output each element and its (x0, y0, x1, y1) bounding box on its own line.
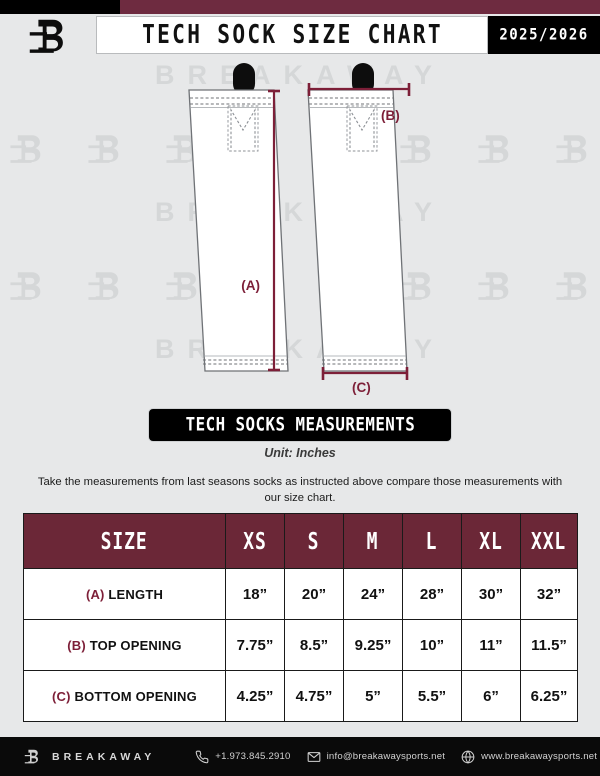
col-label: L (426, 527, 438, 555)
measure-label-a: (A) (241, 278, 260, 293)
table-cell: 32” (520, 568, 578, 620)
table-cell: 6.25” (520, 670, 578, 722)
table-row: (A) LENGTH 18” 20” 24” 28” 30” 32” (23, 568, 578, 620)
row-tag: (B) (67, 637, 86, 653)
envelope-icon (307, 750, 321, 764)
table-header-cell: XL (461, 513, 521, 569)
measure-label-c: (C) (352, 380, 371, 395)
col-label: SIZE (101, 527, 148, 555)
breakaway-b-monogram-icon (24, 749, 38, 763)
table-cell: 10” (402, 619, 462, 671)
footer-phone-text: +1.973.845.2910 (215, 751, 291, 762)
page-title: TECH SOCK SIZE CHART (96, 16, 488, 54)
table-cell: 28” (402, 568, 462, 620)
globe-icon (461, 750, 475, 764)
col-label: XXL (531, 527, 567, 555)
row-label: BOTTOM OPENING (70, 688, 197, 704)
table-cell: 4.25” (225, 670, 285, 722)
instruction-text: Take the measurements from last seasons … (37, 475, 563, 504)
footer-contact-list: +1.973.845.2910 info@breakawaysports.net (195, 750, 597, 764)
top-color-strip (0, 0, 600, 14)
row-tag: (A) (85, 586, 105, 602)
page-title-text: TECH SOCK SIZE CHART (141, 20, 443, 50)
unit-label: Unit: Inches (264, 446, 336, 460)
table-row: (B) TOP OPENING 7.75” 8.5” 9.25” 10” 11”… (23, 619, 578, 671)
footer-email[interactable]: info@breakawaysports.net (307, 750, 446, 764)
table-row: (C) BOTTOM OPENING 4.25” 4.75” 5” 5.5” 6… (23, 670, 578, 722)
table-header-cell: M (343, 513, 403, 569)
row-label: TOP OPENING (85, 637, 182, 653)
table-cell: 30” (461, 568, 521, 620)
breakaway-b-monogram-icon (29, 19, 63, 53)
phone-icon (195, 750, 209, 764)
footer-logo (22, 746, 42, 768)
row-tag: (C) (52, 688, 71, 704)
col-label: S (308, 527, 320, 555)
table-cell: 6” (461, 670, 521, 722)
page-footer: BREAKAWAY +1.973.845.2910 info@breaka (0, 737, 600, 776)
table-header-cell: L (402, 513, 462, 569)
row-label: LENGTH (104, 586, 164, 602)
table-header-cell: XXL (520, 513, 578, 569)
table-header-row: SIZE XS S M L XL XXL (23, 513, 578, 569)
footer-phone[interactable]: +1.973.845.2910 (195, 750, 290, 764)
col-label: XL (479, 527, 503, 555)
row-label-cell: (A) LENGTH (23, 568, 226, 620)
header-logo (0, 14, 96, 60)
row-label-cell: (B) TOP OPENING (23, 619, 226, 671)
measure-line-b: (B) (307, 83, 411, 123)
instruction-strip: Take the measurements from last seasons … (0, 470, 600, 510)
measure-label-b: (B) (381, 108, 400, 123)
table-header-cell: SIZE (23, 513, 226, 569)
col-label: M (367, 527, 379, 555)
top-strip-black (0, 0, 120, 14)
footer-brand: BREAKAWAY (52, 750, 156, 763)
footer-website[interactable]: www.breakawaysports.net (461, 750, 597, 764)
table-cell: 4.75” (284, 670, 344, 722)
table-header-cell: XS (225, 513, 285, 569)
size-chart-table: SIZE XS S M L XL XXL (A) LENGTH 18” 20” … (23, 513, 578, 722)
season-badge-text: 2025/2026 (499, 25, 589, 45)
table-cell: 5” (343, 670, 403, 722)
measurements-banner: TECH SOCKS MEASUREMENTS (148, 408, 452, 442)
measurements-banner-text: TECH SOCKS MEASUREMENTS (185, 414, 415, 436)
table-cell: 24” (343, 568, 403, 620)
table-cell: 9.25” (343, 619, 403, 671)
measure-line-c: (C) (321, 367, 409, 395)
season-badge: 2025/2026 (488, 16, 600, 54)
footer-email-text: info@breakawaysports.net (326, 751, 446, 762)
table-cell: 8.5” (284, 619, 344, 671)
table-cell: 18” (225, 568, 285, 620)
table-cell: 20” (284, 568, 344, 620)
table-cell: 11.5” (520, 619, 578, 671)
col-label: XS (243, 527, 267, 555)
size-chart-table-wrap: SIZE XS S M L XL XXL (A) LENGTH 18” 20” … (23, 513, 578, 722)
table-cell: 11” (461, 619, 521, 671)
table-cell: 7.75” (225, 619, 285, 671)
table-header-cell: S (284, 513, 344, 569)
page-header: TECH SOCK SIZE CHART 2025/2026 (0, 14, 600, 60)
table-cell: 5.5” (402, 670, 462, 722)
sock-diagram: (A) (B) (0, 58, 600, 403)
row-label-cell: (C) BOTTOM OPENING (23, 670, 226, 722)
footer-website-text: www.breakawaysports.net (481, 751, 598, 762)
top-strip-maroon (120, 0, 600, 14)
